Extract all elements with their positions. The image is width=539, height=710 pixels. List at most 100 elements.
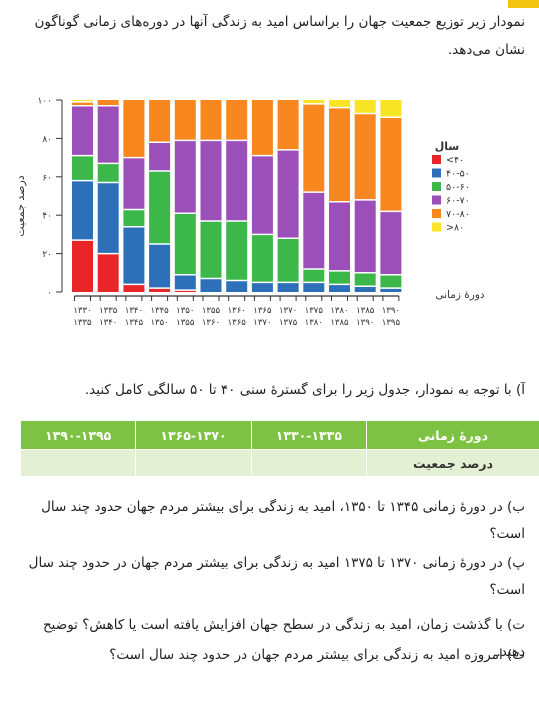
x-tick-label-start: ۱۳۷۰ xyxy=(279,306,297,316)
y-tick-label: ۰ xyxy=(47,289,52,299)
bar-segment xyxy=(72,180,93,241)
bar-segment xyxy=(149,244,171,289)
bar-segment xyxy=(174,140,196,214)
bar-segment xyxy=(303,100,325,104)
bar-segment xyxy=(303,268,325,283)
legend-swatch xyxy=(432,209,441,218)
legend-swatch xyxy=(432,195,441,205)
table-period-cell: ۱۳۶۵-۱۳۷۰ xyxy=(135,420,252,450)
x-tick-label-end: ۱۳۴۵ xyxy=(125,318,144,328)
bar-segment xyxy=(251,155,273,235)
bar-segment xyxy=(200,100,222,141)
x-tick-label-start: ۱۳۹۰ xyxy=(382,306,400,316)
table-answer-row: درصد جمعیت xyxy=(19,449,539,477)
x-tick-label-end: ۱۳۷۰ xyxy=(253,318,271,328)
bar-segment xyxy=(277,238,299,283)
x-tick-label-end: ۱۳۶۵ xyxy=(228,318,247,328)
bar-segment xyxy=(380,274,402,289)
x-tick-label-start: ۱۳۸۵ xyxy=(356,306,375,316)
y-tick-label: ۴۰ xyxy=(42,212,52,222)
table-answer-cell[interactable] xyxy=(135,449,252,477)
x-tick-label-end: ۱۳۹۰ xyxy=(356,318,374,328)
x-tick-label-start: ۱۳۷۵ xyxy=(305,306,324,316)
x-tick-label-end: ۱۳۵۰ xyxy=(150,318,168,328)
y-axis-label: درصد جمعیت xyxy=(14,175,27,237)
question-b: ب) در دورهٔ زمانی ۱۳۴۵ تا ۱۳۵۰، امید به … xyxy=(41,499,525,542)
x-axis: ۱۳۳۰ ۱۳۳۵ ۱۳۳۵ ۱۳۴۰ ۱۳۴۰ ۱۳۴۵ ۱۳۴۵ ۱۳۵۰ ۱۳۵۰ ۱۳۵۵… xyxy=(73,295,401,328)
x-tick-label-end: ۱۳۹۵ xyxy=(382,318,401,328)
x-tick-label-end: ۱۳۳۵ xyxy=(73,318,92,328)
bar-segment xyxy=(72,101,93,106)
bar-segment xyxy=(97,105,119,164)
x-tick-label-start: ۱۳۴۰ xyxy=(125,306,143,316)
bar-segment xyxy=(174,274,196,291)
bar-segment xyxy=(149,100,171,143)
table-answer-cell[interactable] xyxy=(19,449,137,477)
bar-segment xyxy=(277,149,299,239)
legend-title: سال xyxy=(435,140,460,153)
bar-segment xyxy=(303,192,325,269)
legend-entry: ۷۰-۸۰ xyxy=(446,209,470,220)
x-tick-label-start: ۱۳۳۰ xyxy=(73,306,91,316)
legend: سال <۴۰ ۴۰-۵۰ ۵۰-۶۰ ۶۰-۷۰ ۷۰-۸۰ >۸۰ xyxy=(432,140,470,234)
bar-segment xyxy=(303,282,325,292)
x-tick-label-end: ۱۳۶۰ xyxy=(202,318,220,328)
bar-segment xyxy=(200,278,222,292)
legend-entry: ۴۰-۵۰ xyxy=(446,169,470,180)
legend-entry: ۵۰-۶۰ xyxy=(446,182,470,193)
legend-swatch xyxy=(432,168,441,178)
bar-segment xyxy=(251,234,273,283)
bar-segment xyxy=(380,211,402,275)
bar-segment xyxy=(329,284,350,292)
table-row-label-period: دورهٔ زمانی xyxy=(366,420,539,450)
question-t: ت) با گذشت زمان، امید به زندگی در سطح جه… xyxy=(42,617,525,660)
legend-entry: <۴۰ xyxy=(446,155,464,166)
y-tick-label: ۸۰ xyxy=(42,135,52,145)
bar-segment xyxy=(277,100,299,150)
table-period-cell: ۱۳۹۰-۱۳۹۵ xyxy=(19,420,137,450)
table-answer-cell[interactable] xyxy=(250,449,368,477)
x-tick-label-end: ۱۳۸۰ xyxy=(305,318,323,328)
x-tick-label-start: ۱۳۳۵ xyxy=(99,306,118,316)
legend-swatch xyxy=(432,222,441,232)
bar-segment xyxy=(123,100,145,158)
bar-segment xyxy=(226,100,248,141)
bar-segment xyxy=(97,163,119,183)
question-s: ث) امروزه امید به زندگی برای بیشتر مردم … xyxy=(109,647,525,663)
bar-segment xyxy=(123,157,145,210)
y-tick-label: ۲۰ xyxy=(42,250,52,260)
bar-segment xyxy=(380,117,402,212)
bar-segment xyxy=(200,140,222,221)
bar-segment xyxy=(380,288,402,292)
bar-segment xyxy=(354,199,376,273)
life-expectancy-chart: درصد جمعیت ۰ ۲۰ ۴۰ ۶۰ ۸۰ ۱۰۰ ۱۳۳۰ ۱۳۳۵ ۱۳۳۵ ۱۳۴۰… xyxy=(14,97,485,329)
table-header-row: دورهٔ زمانی ۱۳۳۰-۱۳۳۵ ۱۳۶۵-۱۳۷۰ ۱۳۹۰-۱۳۹… xyxy=(19,420,539,450)
bar-segment xyxy=(329,107,350,202)
bar-segment xyxy=(380,100,402,118)
x-tick-label-start: ۱۳۵۵ xyxy=(202,306,221,316)
bar-segment xyxy=(303,103,325,193)
bar-segment xyxy=(174,290,196,292)
bar-segment xyxy=(226,140,248,221)
x-axis-label: دورهٔ زمانی xyxy=(435,289,485,301)
bar-segment xyxy=(354,286,376,292)
y-tick-label: ۱۰۰ xyxy=(37,97,52,107)
bar-segment xyxy=(251,282,273,292)
bar-segment xyxy=(226,220,248,281)
bar-segment xyxy=(354,113,376,200)
page-tab-accent xyxy=(508,0,539,8)
table-row-label-percent: درصد جمعیت xyxy=(366,449,539,477)
bar-segment xyxy=(200,220,222,279)
x-tick-label-start: ۱۳۵۰ xyxy=(176,306,194,316)
question-p: پ) در دورهٔ زمانی ۱۳۷۰ تا ۱۳۷۵ امید به ز… xyxy=(28,555,525,598)
x-tick-label-start: ۱۳۴۵ xyxy=(150,306,169,316)
bar-segment xyxy=(329,201,350,271)
y-tick-label: ۶۰ xyxy=(42,173,52,183)
x-tick-label-start: ۱۳۶۵ xyxy=(253,306,272,316)
bar-segment xyxy=(329,100,350,108)
bar-segment xyxy=(97,253,119,292)
bar-segment xyxy=(174,213,196,275)
intro-paragraph: نمودار زیر توزیع جمعیت جهان را براساس ام… xyxy=(34,14,525,58)
question-a: آ) با توجه به نمودار، جدول زیر را برای گ… xyxy=(84,382,525,398)
bar-segment xyxy=(72,155,93,181)
